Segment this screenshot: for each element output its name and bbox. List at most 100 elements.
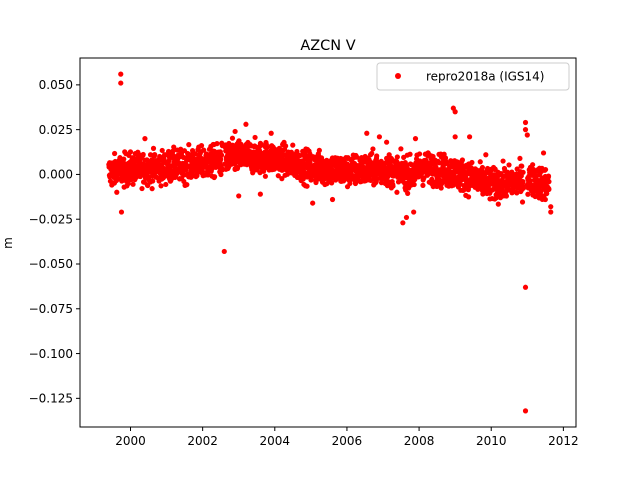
data-point xyxy=(218,171,224,178)
data-point xyxy=(198,143,205,149)
outlier-point xyxy=(364,130,370,136)
data-point xyxy=(544,190,550,197)
data-point xyxy=(545,173,552,179)
data-point xyxy=(407,151,413,157)
data-point xyxy=(542,166,549,173)
data-point xyxy=(495,201,501,207)
data-point xyxy=(477,159,483,165)
data-point xyxy=(411,181,417,188)
outlier-point xyxy=(221,248,227,255)
outlier-point xyxy=(540,150,547,156)
data-point xyxy=(506,162,512,168)
outlier-point xyxy=(466,134,473,140)
data-point xyxy=(163,181,169,188)
data-point xyxy=(503,193,510,199)
data-point xyxy=(218,156,224,162)
data-point xyxy=(121,156,127,162)
data-point xyxy=(347,180,353,186)
data-point xyxy=(546,186,552,193)
data-point xyxy=(369,150,375,157)
data-point xyxy=(158,183,164,189)
data-point xyxy=(150,178,156,184)
legend-box xyxy=(376,62,570,91)
data-point xyxy=(139,185,145,192)
data-point xyxy=(212,174,218,180)
data-point xyxy=(152,151,158,158)
y-tick-label: 0.025 xyxy=(39,123,73,137)
outlier-point xyxy=(118,80,124,86)
data-point xyxy=(316,147,322,153)
data-point xyxy=(283,143,289,149)
outlier-point xyxy=(524,132,530,138)
data-point xyxy=(373,178,379,184)
data-point xyxy=(520,185,527,191)
y-tick-label: −0.100 xyxy=(29,347,73,361)
data-point xyxy=(416,151,423,157)
data-point xyxy=(304,183,310,189)
data-point xyxy=(170,148,176,154)
data-point xyxy=(262,173,268,179)
data-point xyxy=(520,179,526,185)
outlier-point xyxy=(548,204,554,210)
outlier-point xyxy=(118,209,125,215)
outlier-point xyxy=(142,136,148,142)
data-point xyxy=(329,180,335,186)
data-point xyxy=(459,157,466,163)
data-point xyxy=(519,199,526,205)
data-point xyxy=(412,176,418,183)
outlier-point xyxy=(329,196,336,203)
y-tick-label: −0.050 xyxy=(29,257,73,271)
data-point xyxy=(214,141,220,147)
outlier-point xyxy=(236,193,242,199)
y-tick-label: −0.075 xyxy=(29,302,73,316)
outlier-point xyxy=(411,209,417,215)
outlier-point xyxy=(522,408,529,414)
data-point xyxy=(517,155,523,162)
data-point xyxy=(530,162,536,168)
x-tick-label: 2002 xyxy=(187,434,218,448)
outlier-point xyxy=(118,71,124,77)
y-tick-label: 0.000 xyxy=(39,168,73,182)
data-point xyxy=(186,142,192,148)
x-tick-label: 2010 xyxy=(476,434,507,448)
data-point xyxy=(469,159,475,166)
data-point xyxy=(264,145,270,151)
data-point xyxy=(163,152,169,158)
outlier-point xyxy=(384,139,390,145)
outlier-point xyxy=(522,284,529,290)
x-tick-label: 2006 xyxy=(332,434,363,448)
outlier-point xyxy=(483,152,489,158)
y-tick-label: −0.125 xyxy=(29,392,73,406)
outlier-point xyxy=(522,119,529,126)
x-tick-label: 2000 xyxy=(115,434,146,448)
data-point xyxy=(275,173,281,179)
data-point xyxy=(514,190,520,196)
outlier-point xyxy=(548,209,554,215)
data-point xyxy=(290,142,296,148)
data-point xyxy=(279,176,285,182)
outlier-point xyxy=(257,191,263,197)
data-point xyxy=(114,189,120,195)
data-point xyxy=(180,154,187,161)
data-point xyxy=(394,154,400,160)
data-point xyxy=(149,186,155,192)
data-point xyxy=(261,168,267,174)
data-point xyxy=(127,149,134,155)
outlier-point xyxy=(452,109,458,115)
y-tick-label: 0.050 xyxy=(39,78,73,92)
data-point xyxy=(354,154,360,160)
legend: repro2018a (IGS14) xyxy=(376,62,570,91)
data-point xyxy=(140,151,146,158)
outlier-point xyxy=(403,214,410,221)
axis-ticks-layer: 2000 2002 2004 2006 2008 2010 2012 0.050 0.025 0.… xyxy=(29,78,579,448)
outlier-point xyxy=(243,121,249,127)
data-point xyxy=(184,182,190,188)
data-point xyxy=(159,147,165,154)
data-point xyxy=(150,145,157,151)
data-point xyxy=(229,135,236,141)
outlier-point xyxy=(542,196,548,203)
outlier-point xyxy=(310,200,316,206)
data-point xyxy=(405,190,411,196)
